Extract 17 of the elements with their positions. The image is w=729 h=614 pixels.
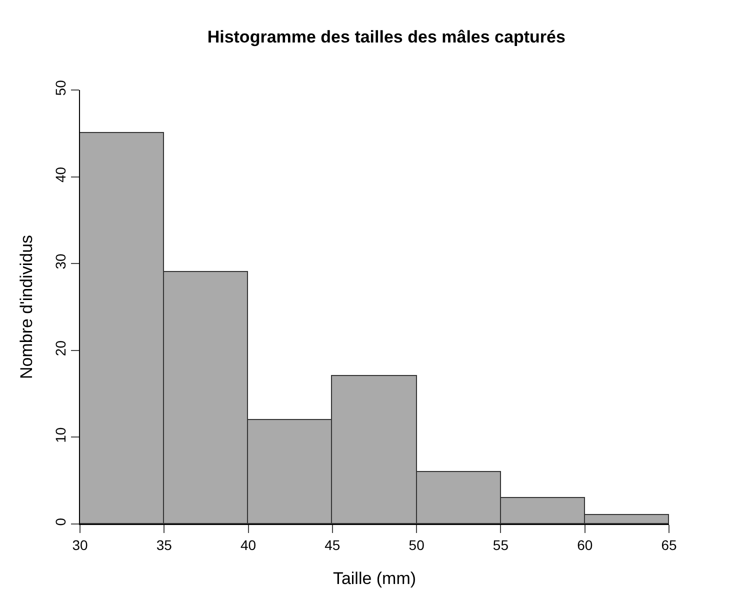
y-axis-title: Nombre d'individus [16,234,36,380]
x-tick-label: 40 [240,536,256,553]
y-tick-label: 40 [52,166,68,182]
y-tick-label: 50 [52,80,68,96]
x-tick-label: 35 [156,536,172,553]
y-tick-label: 30 [52,254,68,270]
x-tick-label: 45 [324,536,340,553]
x-tick-label: 50 [408,536,425,553]
x-tick-label: 55 [492,536,509,553]
chart-title: Histogramme des tailles des mâles capturés [207,28,566,47]
x-tick-label: 30 [72,536,88,553]
y-tick-label: 10 [52,427,68,443]
x-tick-label: 60 [577,536,593,553]
x-tick-label: 65 [661,536,677,553]
y-tick-label: 20 [52,340,68,356]
x-axis-title: Taille (mm) [332,569,416,588]
y-tick-label: 0 [52,518,68,526]
